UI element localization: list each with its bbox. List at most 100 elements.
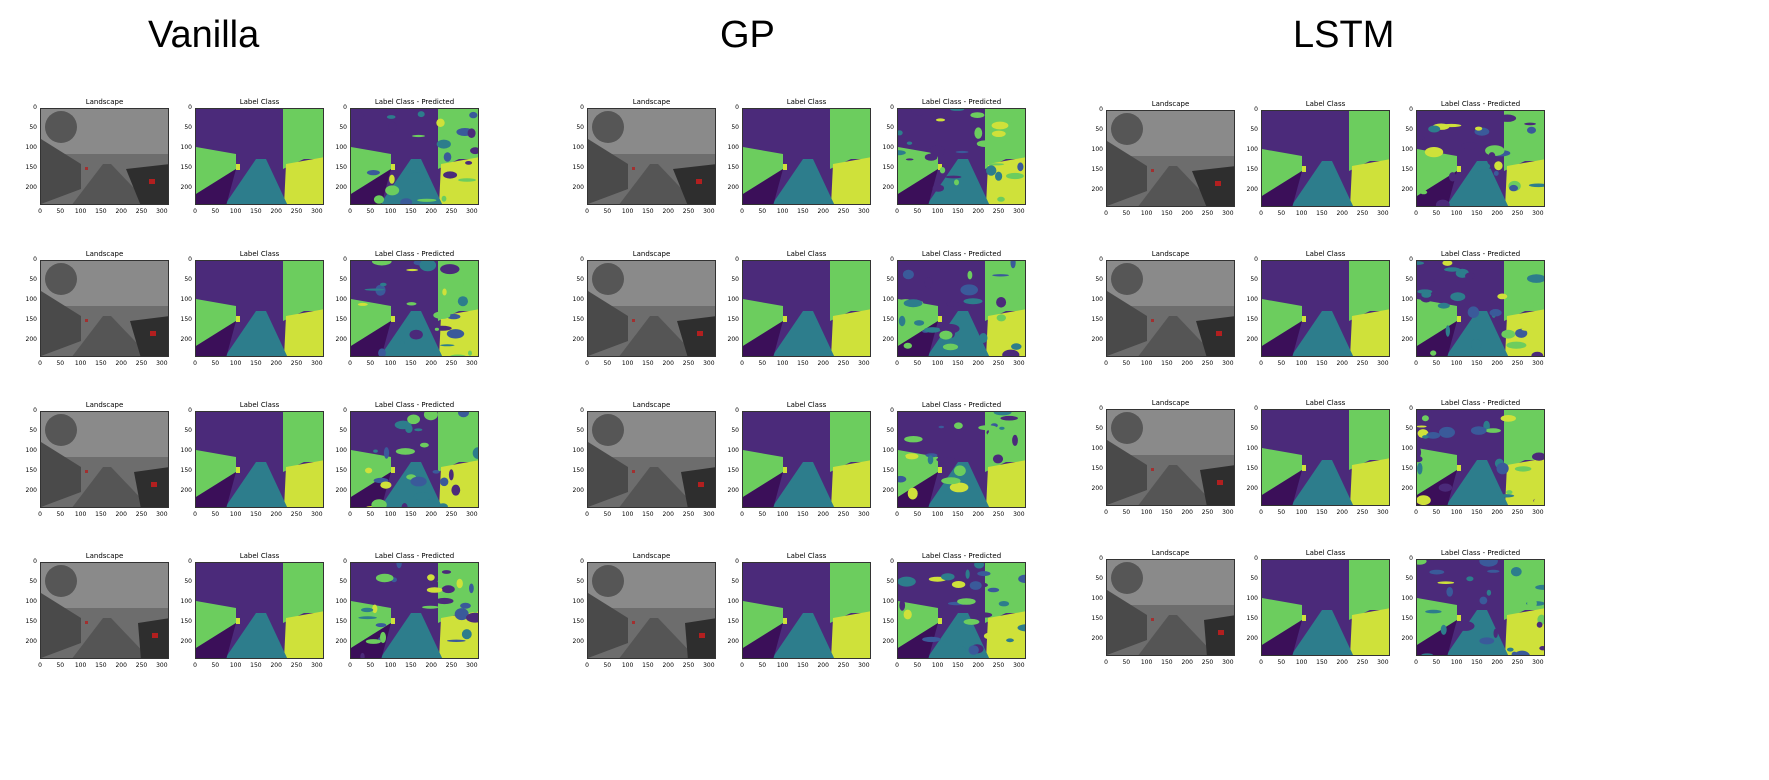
- noise-patch: [470, 147, 478, 155]
- noise-patch: [1493, 628, 1498, 638]
- x-tick-label: 50: [211, 208, 220, 215]
- region-sidewalk: [1262, 149, 1302, 196]
- x-tick-label: 50: [603, 360, 612, 367]
- x-tick-label: 150: [1471, 659, 1483, 666]
- x-tick-label: 150: [1161, 210, 1173, 217]
- x-tick-label: 200: [972, 662, 984, 669]
- road: [72, 164, 150, 204]
- y-tick-label: 0: [1409, 405, 1413, 412]
- predicted-label-image: [898, 109, 1025, 204]
- region-vegetation: [1349, 111, 1389, 171]
- y-tick-label: 0: [188, 104, 192, 111]
- y-tick-label: 100: [25, 144, 37, 151]
- x-tick-label: 0: [348, 208, 352, 215]
- label-class-image: [196, 109, 323, 204]
- noise-patch: [406, 268, 419, 272]
- y-tick-label: 200: [25, 184, 37, 191]
- region-ground: [196, 623, 236, 658]
- region-car: [831, 309, 870, 356]
- predicted-label-image: [351, 109, 478, 204]
- noise-patch: [351, 111, 365, 120]
- region-road: [1446, 161, 1509, 206]
- x-tick-label: 150: [1471, 210, 1483, 217]
- noise-patch: [1011, 343, 1022, 350]
- car: [138, 618, 168, 658]
- noise-patch: [409, 329, 423, 340]
- region-vegetation: [283, 563, 323, 623]
- noise-patch: [417, 198, 437, 202]
- y-tick-label: 150: [335, 618, 347, 625]
- panel-image: [1261, 260, 1390, 357]
- y-tick-label: 50: [29, 276, 37, 283]
- tree: [45, 414, 77, 446]
- region-ground: [743, 472, 783, 507]
- y-tick-label: 0: [343, 407, 347, 414]
- x-tick-label: 300: [311, 208, 323, 215]
- panel-gp-row3-col1: Landscape 0 50 100 150 200 0 50 100 150 200 250 300: [573, 401, 716, 518]
- y-tick-label: 150: [1246, 166, 1258, 173]
- x-tick-label: 200: [1491, 509, 1503, 516]
- car: [130, 316, 168, 356]
- noise-patch: [994, 572, 1009, 585]
- noise-patch: [1479, 162, 1491, 170]
- y-tick-label: 150: [1401, 166, 1413, 173]
- car: [1200, 465, 1234, 505]
- x-tick-label: 100: [1295, 659, 1308, 666]
- panel-image: [897, 260, 1026, 357]
- x-tick-label: 50: [366, 511, 375, 518]
- region-vegetation: [283, 261, 323, 321]
- noise-patch: [963, 618, 980, 625]
- noise-patch: [1430, 350, 1437, 356]
- region-road: [1446, 610, 1509, 655]
- noise-patch: [436, 118, 445, 127]
- y-tick-label: 50: [576, 578, 584, 585]
- y-tick-label: 150: [1401, 465, 1413, 472]
- x-tick-label: 300: [1222, 659, 1234, 666]
- noise-patch: [1448, 172, 1457, 182]
- noise-patch: [898, 130, 903, 136]
- noise-patch: [1506, 341, 1527, 349]
- x-tick-label: 200: [270, 208, 282, 215]
- region-sidewalk: [1417, 299, 1457, 346]
- y-tick-label: 0: [1254, 256, 1258, 263]
- region-ground: [1262, 321, 1302, 356]
- y-tick-label: 0: [735, 256, 739, 263]
- region-ground: [1417, 171, 1457, 206]
- y-tick-label: 100: [572, 296, 584, 303]
- noise-patch: [1425, 609, 1442, 614]
- region-vegetation: [438, 261, 478, 321]
- noise-patch: [1017, 162, 1024, 172]
- y-tick-label: 150: [180, 467, 192, 474]
- panel-image: [742, 562, 871, 659]
- panel-vanilla-row3-col3: Label Class - Predicted 0 50 100 150 200 0 50 10…: [336, 401, 479, 518]
- noise-patch: [1017, 624, 1025, 632]
- tree: [592, 414, 624, 446]
- noise-patch: [1429, 569, 1445, 575]
- panel-image: [587, 260, 716, 357]
- x-tick-label: 250: [837, 208, 850, 215]
- noise-patch: [1514, 466, 1532, 472]
- panel-title: Label Class - Predicted: [921, 552, 1002, 560]
- x-tick-label: 0: [895, 360, 899, 367]
- car: [134, 467, 168, 507]
- y-tick-label: 50: [1405, 575, 1413, 582]
- x-tick-label: 200: [115, 208, 127, 215]
- x-tick-label: 100: [776, 208, 789, 215]
- x-tick-label: 300: [1532, 210, 1544, 217]
- distant-light: [85, 319, 88, 322]
- x-tick-label: 150: [95, 511, 107, 518]
- x-tick-label: 250: [992, 208, 1005, 215]
- region-ground: [1262, 171, 1302, 206]
- y-tick-label: 200: [1401, 186, 1413, 193]
- x-tick-label: 300: [703, 208, 715, 215]
- noise-patch: [1006, 172, 1024, 180]
- region-car: [986, 460, 1025, 507]
- noise-patch: [1527, 126, 1536, 134]
- wall: [588, 139, 628, 204]
- road: [1138, 316, 1216, 356]
- tree: [45, 111, 77, 143]
- y-tick-label: 100: [335, 598, 347, 605]
- x-tick-label: 200: [1336, 360, 1348, 367]
- panel-vanilla-row1-col1: Landscape 0 50 100 150 200 0 50 100 150 200 250 300: [26, 98, 169, 215]
- noise-patch: [1417, 462, 1423, 475]
